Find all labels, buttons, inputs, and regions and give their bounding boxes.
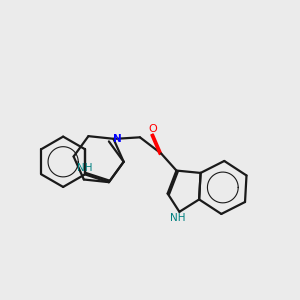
Text: NH: NH xyxy=(170,213,186,223)
Text: N: N xyxy=(112,134,122,144)
Text: O: O xyxy=(148,124,157,134)
Text: NH: NH xyxy=(77,163,93,173)
